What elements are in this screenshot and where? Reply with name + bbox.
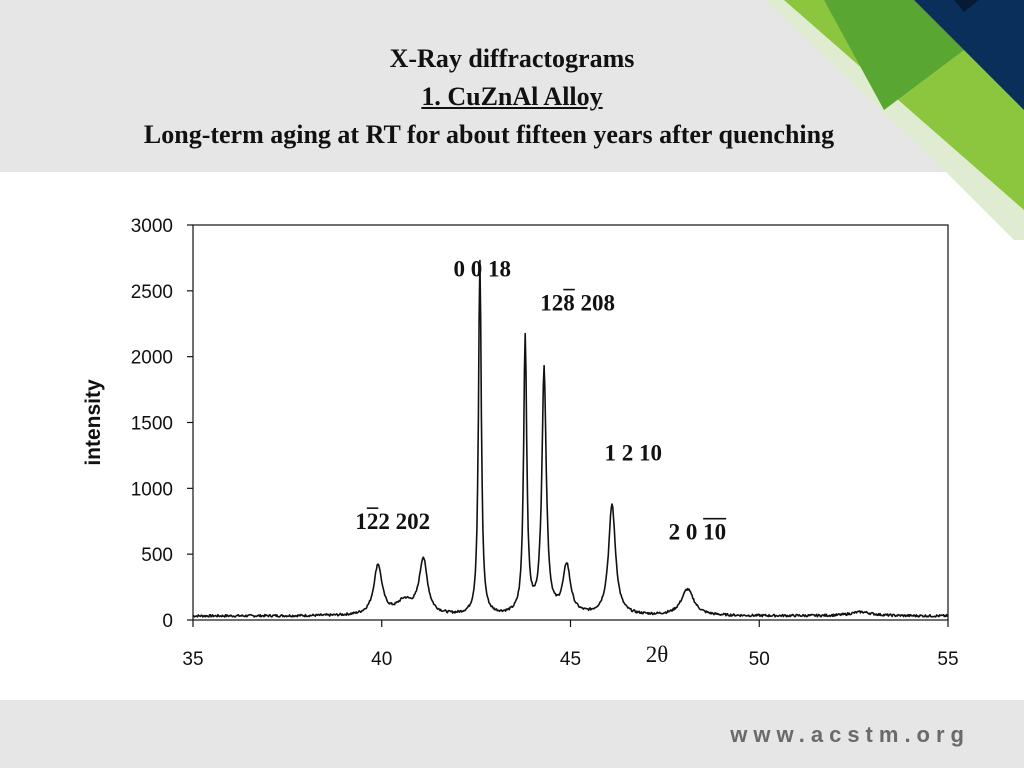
x-tick-label: 45 <box>560 649 581 670</box>
xrd-chart: 0 500 1000 1500 2000 2500 3000 35 40 45 50 55 intens… <box>82 216 959 670</box>
y-tick-label: 500 <box>141 545 173 566</box>
y-tick-label: 3000 <box>131 216 173 237</box>
x-tick-label: 55 <box>937 649 958 670</box>
footer-url[interactable]: www.acstm.org <box>730 722 970 747</box>
peak-annotation: 1 2 10 <box>604 441 662 466</box>
corner-decoration <box>764 0 1024 240</box>
footer-band <box>0 700 1024 768</box>
y-tick-label: 1000 <box>131 479 173 500</box>
plot-frame <box>192 224 949 621</box>
y-tick-label: 2500 <box>131 282 173 303</box>
y-tick-label: 1500 <box>131 414 173 435</box>
y-tick-label: 0 <box>162 611 173 632</box>
peak-annotation: 0 0 18 <box>453 256 511 281</box>
x-tick-label: 40 <box>371 649 392 670</box>
x-tick-label: 50 <box>749 649 770 670</box>
slide-subtitle: 1. CuZnAl Alloy <box>421 82 603 111</box>
peak-annotation: 128 208 <box>540 291 615 316</box>
slide-title: X-Ray diffractograms <box>389 44 635 73</box>
x-tick-label: 35 <box>182 649 203 670</box>
x-axis-label: 2θ <box>646 642 669 667</box>
y-tick-label: 2000 <box>131 348 173 369</box>
slide-caption: Long-term aging at RT for about fifteen … <box>143 120 835 149</box>
peak-annotation: 122 202 <box>355 509 430 534</box>
peak-annotation: 2 0 10 <box>669 520 727 545</box>
diffraction-trace <box>192 259 949 618</box>
y-axis-label: intensity <box>82 379 105 466</box>
